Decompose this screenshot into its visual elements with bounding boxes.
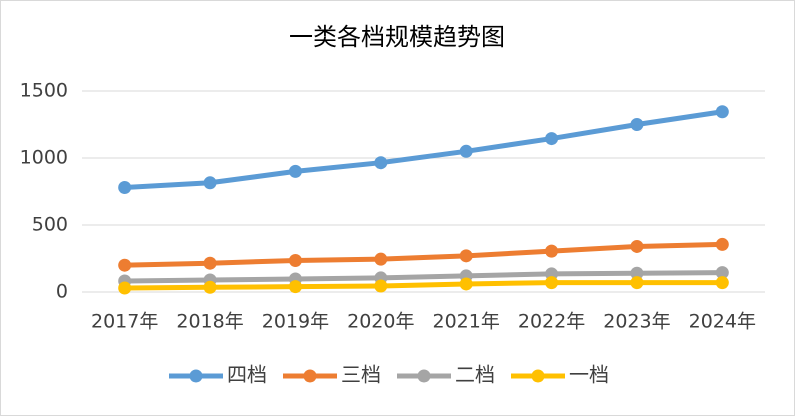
point (630, 118, 644, 131)
x-tick-label: 2022年 (518, 311, 585, 333)
point (715, 237, 729, 251)
point (203, 256, 217, 270)
x-tick-label: 2018年 (176, 311, 243, 333)
point (459, 144, 473, 158)
point (630, 276, 644, 290)
series-line (122, 109, 725, 190)
point (118, 180, 132, 194)
chart-title: 一类各档规模趋势图 (289, 23, 505, 51)
x-tick-label: 2021年 (433, 311, 500, 333)
x-tick-label: 2017年 (91, 311, 158, 333)
series-line (122, 280, 725, 291)
point (118, 258, 132, 272)
point (118, 281, 132, 295)
legend-marker (303, 369, 317, 383)
point (203, 280, 217, 294)
point (203, 176, 217, 190)
point (545, 132, 559, 146)
y-tick-label: 500 (32, 214, 68, 236)
point (715, 276, 729, 290)
point (459, 277, 473, 291)
point (288, 280, 302, 294)
y-tick-label: 1500 (20, 80, 68, 102)
point (715, 105, 729, 119)
y-tick-label: 0 (56, 281, 68, 303)
point (630, 239, 644, 253)
point (545, 276, 559, 290)
legend-label: 三档 (341, 363, 381, 387)
point (374, 252, 388, 266)
x-tick-label: 2020年 (347, 311, 414, 333)
x-tick-label: 2024年 (689, 311, 756, 333)
point (374, 156, 388, 170)
point (630, 266, 644, 280)
point (288, 164, 302, 178)
series-line (122, 270, 725, 284)
series-line (122, 241, 725, 268)
legend-label: 一档 (569, 363, 609, 387)
point (374, 279, 388, 293)
legend-label: 二档 (455, 363, 495, 387)
x-tick-label: 2019年 (262, 311, 329, 333)
y-tick-label: 1000 (20, 147, 68, 169)
point (715, 266, 729, 280)
legend-marker (531, 369, 545, 383)
x-tick-label: 2023年 (603, 311, 670, 333)
legend-marker (417, 369, 431, 383)
legend-marker (189, 369, 203, 383)
point (545, 244, 559, 258)
point (288, 254, 302, 268)
legend-label: 四档 (227, 363, 267, 387)
point (459, 249, 473, 263)
